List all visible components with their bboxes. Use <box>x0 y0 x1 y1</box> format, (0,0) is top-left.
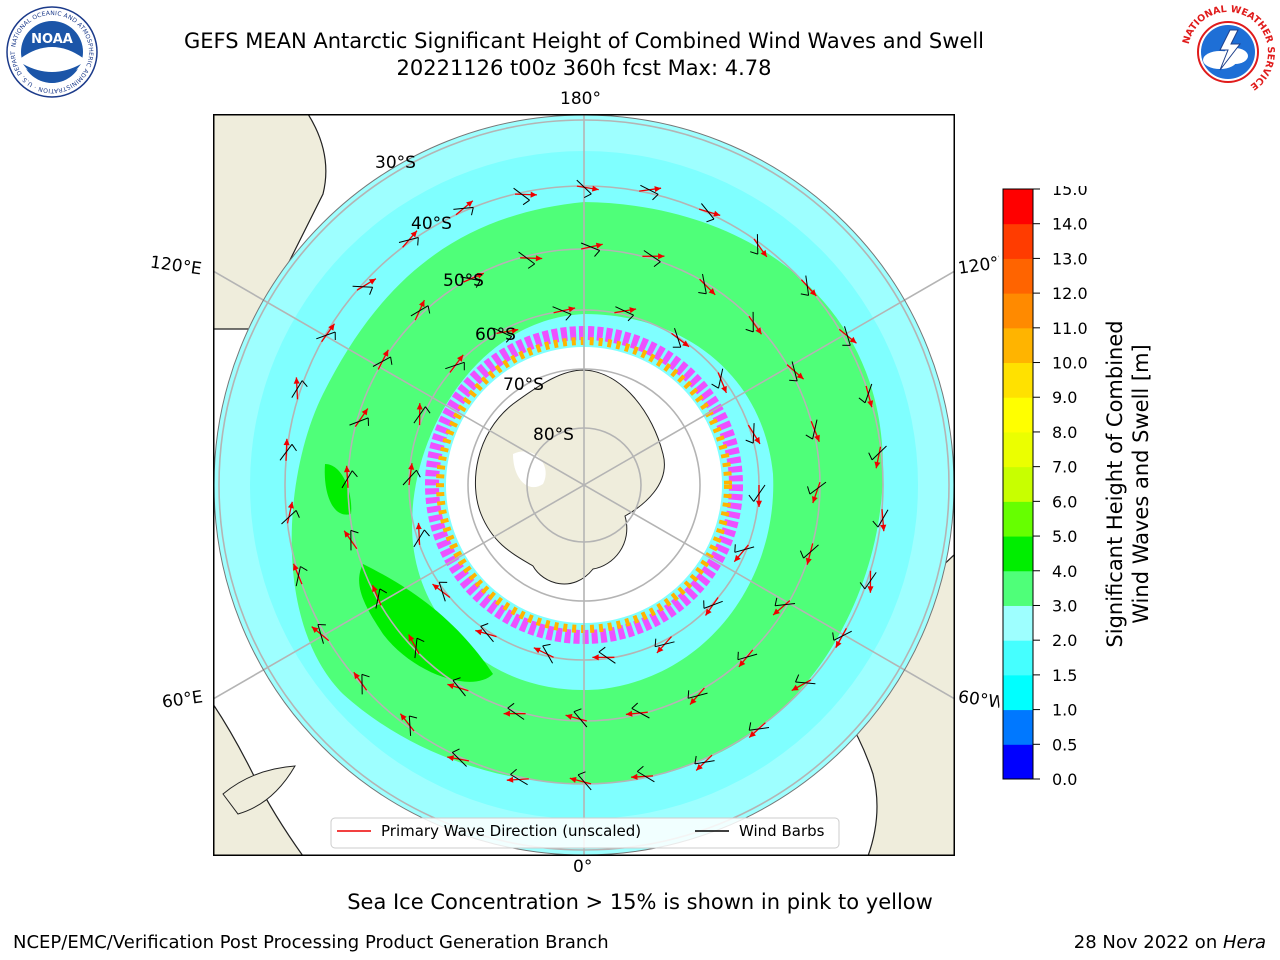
colorbar-block <box>1003 605 1033 640</box>
colorbar-tick-label: 1.0 <box>1052 701 1077 720</box>
colorbar-tick-label: 7.0 <box>1052 458 1077 477</box>
colorbar-block <box>1003 571 1033 606</box>
wind-barb-flag <box>735 544 736 552</box>
map-legend: Primary Wave Direction (unscaled) Wind B… <box>331 818 839 848</box>
wind-barb-flag <box>688 690 689 698</box>
colorbar-block <box>1003 710 1033 745</box>
noaa-logo-text: NOAA <box>31 32 73 47</box>
lat-label-50s: 50°S <box>443 271 484 291</box>
lon-label-120w: 120°W <box>957 253 1001 279</box>
colorbar-tick-label: 13.0 <box>1052 249 1088 268</box>
colorbar-tick-label: 14.0 <box>1052 215 1088 234</box>
colorbar-block <box>1003 640 1033 675</box>
credit-branch: NCEP/EMC/Verification Post Processing Pr… <box>13 932 609 953</box>
colorbar-tick-label: 4.0 <box>1052 562 1077 581</box>
colorbar-block <box>1003 363 1033 398</box>
colorbar-tick-label: 9.0 <box>1052 388 1077 407</box>
colorbar-block <box>1003 224 1033 259</box>
colorbar-block <box>1003 432 1033 467</box>
lat-label-60s: 60°S <box>475 325 516 345</box>
colorbar-block <box>1003 397 1033 432</box>
nws-logo-icon: NATIONAL WEATHER SERVICE <box>1180 4 1276 100</box>
wind-barb-flag <box>655 639 656 647</box>
lon-label-120e: 120°E <box>149 252 203 279</box>
colorbar-tick-label: 6.0 <box>1052 492 1077 511</box>
lat-label-80s: 80°S <box>533 425 574 445</box>
lat-label-40s: 40°S <box>411 214 452 234</box>
map-panel: 30°S 40°S 50°S 60°S 70°S 80°S Primary Wa… <box>213 114 955 856</box>
colorbar-block <box>1003 467 1033 502</box>
colorbar-block <box>1003 189 1033 224</box>
lon-label-0: 0° <box>573 857 592 877</box>
colorbar-block <box>1003 328 1033 363</box>
lon-label-60e: 60°E <box>161 687 204 712</box>
noaa-logo-icon: NATIONAL OCEANIC AND ATMOSPHERIC ADMINIS… <box>6 6 98 98</box>
legend-wave-label: Primary Wave Direction (unscaled) <box>381 822 641 840</box>
colorbar-tick-label: 12.0 <box>1052 284 1088 303</box>
colorbar-block <box>1003 744 1033 779</box>
credit-date-text: 28 Nov 2022 on <box>1074 932 1223 953</box>
colorbar-tick-label: 2.0 <box>1052 631 1077 650</box>
colorbar-label-line2: Wind Waves and Swell [m] <box>1129 344 1153 624</box>
colorbar-block <box>1003 536 1033 571</box>
colorbar-block <box>1003 258 1033 293</box>
colorbar-tick-label: 1.5 <box>1052 666 1077 685</box>
colorbar-label-line1: Significant Height of Combined <box>1103 320 1127 647</box>
legend-barb-label: Wind Barbs <box>739 822 825 840</box>
lon-label-180: 180° <box>560 89 601 109</box>
lat-label-70s: 70°S <box>503 375 544 395</box>
colorbar-tick-label: 3.0 <box>1052 596 1077 615</box>
colorbar-tick-label: 0.5 <box>1052 735 1077 754</box>
colorbar-tick-label: 0.0 <box>1052 770 1077 786</box>
chart-subtitle: 20221126 t00z 360h fcst Max: 4.78 <box>0 55 1168 81</box>
credit-date: 28 Nov 2022 on Hera <box>1074 932 1266 953</box>
wind-barb-flag <box>418 238 419 246</box>
colorbar-block <box>1003 675 1033 710</box>
colorbar-block <box>1003 293 1033 328</box>
chart-title: GEFS MEAN Antarctic Significant Height o… <box>0 28 1168 54</box>
credit-host: Hera <box>1223 932 1266 953</box>
wind-barb-flag <box>789 380 797 381</box>
colorbar: 0.0 0.5 1.0 1.5 2.0 3.0 4.0 5.0 6.0 7.0 8.0 9.0 10.0… <box>1000 186 1160 786</box>
colorbar-tick-label: 11.0 <box>1052 319 1088 338</box>
colorbar-tick-label: 15.0 <box>1052 186 1088 199</box>
colorbar-block <box>1003 501 1033 536</box>
colorbar-tick-label: 8.0 <box>1052 423 1077 442</box>
colorbar-tick-label: 10.0 <box>1052 354 1088 373</box>
lon-label-60w: 60°W <box>957 687 1001 713</box>
lat-label-30s: 30°S <box>375 153 416 173</box>
colorbar-tick-label: 5.0 <box>1052 527 1077 546</box>
sea-ice-note: Sea Ice Concentration > 15% is shown in … <box>0 890 1280 914</box>
